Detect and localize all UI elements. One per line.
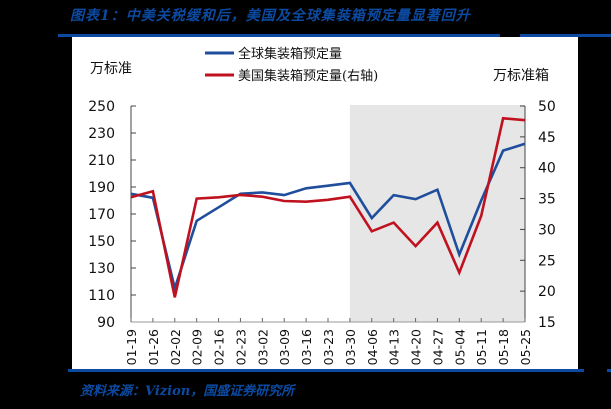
right-tick-label: 15	[538, 315, 556, 331]
left-tick-label: 230	[88, 126, 115, 142]
x-tick-label: 02-09	[190, 329, 205, 365]
right-tick-label: 45	[538, 130, 556, 146]
legend: 全球集装箱预定量 美国集装箱预定量(右轴)	[205, 46, 378, 84]
left-tick-label: 170	[88, 207, 115, 223]
x-tick-label: 02-23	[233, 329, 248, 365]
left-tick-label: 150	[88, 234, 115, 250]
left-tick-label: 210	[88, 153, 115, 169]
us-bookings-line	[130, 116, 526, 298]
data-lines	[130, 116, 526, 298]
x-tick-label: 05-04	[452, 329, 467, 365]
x-tick-label: 03-30	[343, 329, 358, 365]
left-tick-label: 90	[97, 315, 115, 331]
left-tick-label: 110	[88, 288, 115, 304]
x-tick-label: 03-23	[321, 329, 336, 365]
x-tick-label: 03-09	[277, 329, 292, 365]
left-tick-label: 190	[88, 180, 115, 196]
right-tick-label: 50	[538, 99, 556, 115]
axes: 250 230 210 190 170 150 130 110 90 50 45 40 35 30 25 20…	[88, 99, 556, 365]
right-tick-label: 35	[538, 192, 556, 208]
legend-label-us: 美国集装箱预定量(右轴)	[238, 68, 378, 84]
right-tick-label: 30	[538, 222, 556, 238]
title-rule	[58, 34, 500, 37]
title-rule-right	[520, 34, 611, 37]
x-tick-label: 05-11	[474, 329, 489, 365]
x-tick-label: 02-16	[212, 329, 227, 365]
left-axis-unit: 万标准	[90, 61, 132, 77]
right-axis-unit: 万标准箱	[493, 68, 549, 84]
shaded-region	[349, 105, 525, 322]
x-tick-label: 02-02	[168, 329, 183, 365]
x-tick-label: 05-25	[518, 329, 533, 365]
x-tick-label: 04-06	[365, 329, 380, 365]
left-tick-label: 130	[88, 261, 115, 277]
x-tick-label: 01-19	[124, 329, 139, 365]
legend-label-global: 全球集装箱预定量	[238, 46, 342, 62]
global-bookings-line	[130, 142, 526, 294]
figure-title: 图表1：中美关税缓和后，美国及全球集装箱预定量显著回升	[70, 8, 471, 24]
right-tick-label: 40	[538, 161, 556, 177]
x-tick-label: 03-02	[255, 329, 270, 365]
x-tick-label: 01-26	[146, 329, 161, 365]
x-tick-label: 04-20	[409, 329, 424, 365]
x-tick-label: 04-27	[430, 329, 445, 365]
right-tick-label: 20	[538, 284, 556, 300]
x-tick-label: 03-16	[299, 329, 314, 365]
x-tick-label: 05-18	[496, 329, 511, 365]
x-tick-label: 04-13	[387, 329, 402, 365]
figure-source: 资料来源：Vizion，国盛证券研究所	[80, 384, 295, 399]
source-rule-right	[607, 369, 611, 372]
left-tick-label: 250	[88, 99, 115, 115]
right-tick-label: 25	[538, 253, 556, 269]
source-rule	[68, 369, 584, 372]
